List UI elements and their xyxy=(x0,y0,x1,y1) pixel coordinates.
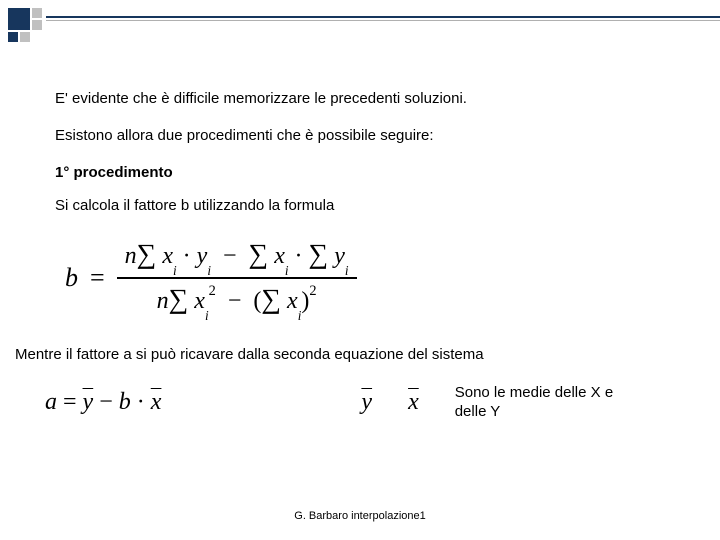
header-rule-top xyxy=(46,16,720,18)
equals-sign: = xyxy=(90,263,105,293)
slide-footer: G. Barbaro interpolazione1 xyxy=(0,510,720,522)
formula-b-denominator: n∑ xi2 − (∑ xi)2 xyxy=(149,279,325,322)
paragraph-formula-intro: Si calcola il fattore b utilizzando la f… xyxy=(55,197,700,214)
paragraph-factor-a: Mentre il fattore a si può ricavare dall… xyxy=(15,346,700,363)
formula-a: a = y − b · x xyxy=(45,389,161,416)
header-rule-bottom xyxy=(46,20,720,21)
slide-content: E' evidente che è difficile memorizzare … xyxy=(55,90,700,422)
procedure-heading: 1° procedimento xyxy=(55,164,700,181)
formula-a-row: a = y − b · x y x Sono le medie delle X … xyxy=(55,383,700,422)
formula-b: b = n∑ xi · yi − ∑ xi · ∑ yi n∑ xi2 − (∑… xyxy=(65,234,700,322)
symbol-x-bar: x xyxy=(408,389,419,416)
formula-b-numerator: n∑ xi · yi − ∑ xi · ∑ yi xyxy=(117,234,357,277)
formula-b-lhs: b xyxy=(65,263,78,293)
mean-symbols: y x xyxy=(361,389,418,416)
paragraph-intro-1: E' evidente che è difficile memorizzare … xyxy=(55,90,700,107)
formula-b-fraction: n∑ xi · yi − ∑ xi · ∑ yi n∑ xi2 − (∑ xi)… xyxy=(117,234,357,322)
mean-note: Sono le medie delle X e delle Y xyxy=(455,383,625,422)
symbol-y-bar: y xyxy=(361,389,372,416)
paragraph-intro-2: Esistono allora due procedimenti che è p… xyxy=(55,127,700,144)
